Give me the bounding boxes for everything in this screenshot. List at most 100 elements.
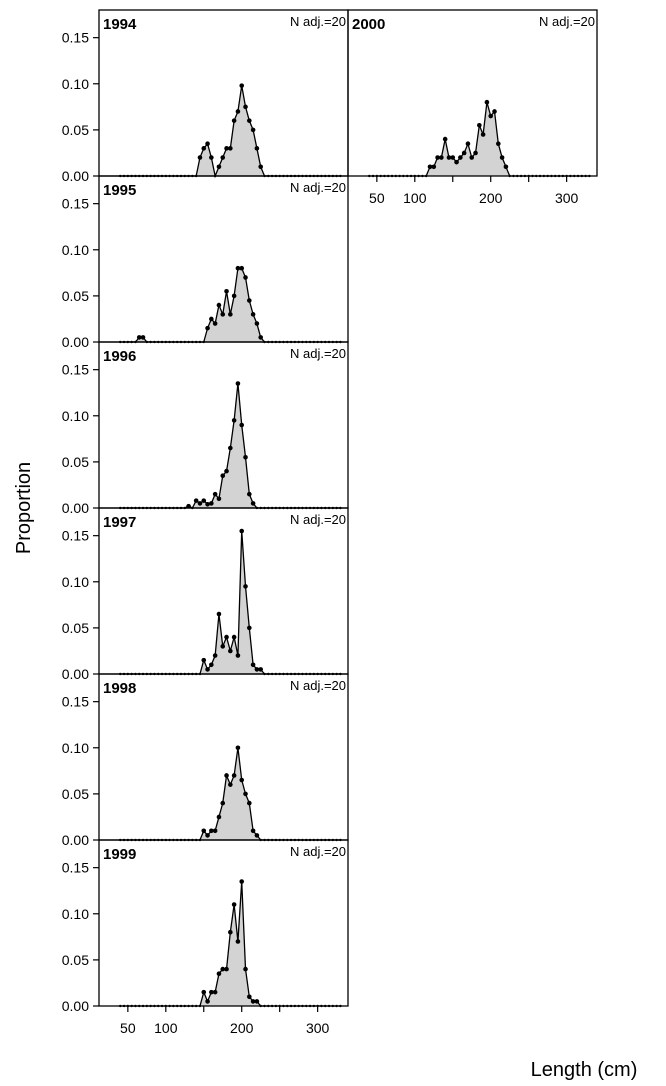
data-point [239, 83, 245, 88]
panel-n-label: N adj.=20 [539, 14, 595, 29]
y-tick-label: 0.10 [62, 740, 89, 756]
data-point [235, 265, 241, 271]
panel-frame [347, 9, 598, 177]
panel-1997: 1997 N adj.=20 0.00 0.05 0.10 0.15 [62, 507, 349, 682]
data-point [496, 141, 501, 147]
data-point [212, 491, 218, 497]
y-tick-label: 0.00 [62, 500, 89, 516]
panel-n-label: N adj.=20 [290, 180, 346, 195]
data-point [201, 657, 207, 663]
data-point [461, 150, 467, 156]
data-point [220, 312, 226, 317]
data-point [235, 109, 241, 114]
y-tick-label: 0.15 [62, 528, 89, 544]
data-point [220, 155, 226, 160]
data-point [224, 468, 229, 474]
y-tick-label: 0.05 [62, 288, 89, 304]
data-point [209, 828, 214, 834]
data-point [499, 155, 505, 160]
data-point [254, 999, 260, 1004]
y-tick-label: 0.00 [62, 998, 89, 1014]
data-point [228, 648, 233, 654]
data-point [247, 491, 252, 497]
data-point [254, 833, 260, 838]
data-point [224, 634, 229, 640]
data-point [197, 501, 203, 506]
x-tick-label: 300 [555, 190, 579, 206]
data-point [201, 146, 207, 151]
area-fill [120, 268, 341, 342]
data-point [197, 155, 203, 160]
y-tick-label: 0.10 [62, 242, 89, 258]
data-point [228, 312, 233, 317]
y-tick-label: 0.10 [62, 76, 89, 92]
data-point [243, 104, 248, 110]
data-point [480, 132, 486, 137]
data-point [212, 989, 218, 995]
y-tick-label: 0.15 [62, 860, 89, 876]
data-point [250, 127, 256, 133]
panels-group: 1994 N adj.=20 0.00 0.05 0.10 0.15 1995 N adj.=… [62, 9, 598, 1036]
x-tick-label: 200 [479, 190, 503, 206]
data-point [243, 791, 248, 797]
panel-year-label: 1994 [103, 16, 137, 33]
data-point [239, 777, 245, 783]
data-point [205, 999, 210, 1004]
panel-frame [98, 9, 349, 177]
data-point [247, 994, 252, 1000]
data-point [186, 503, 191, 509]
y-tick-label: 0.00 [62, 666, 89, 682]
data-point [140, 335, 146, 340]
data-point [442, 136, 448, 142]
data-point [231, 418, 237, 423]
data-point [435, 155, 440, 160]
y-tick-label: 0.05 [62, 952, 89, 968]
data-point [450, 155, 456, 160]
data-point [243, 275, 248, 280]
y-tick-label: 0.15 [62, 694, 89, 710]
y-tick-label: 0.05 [62, 786, 89, 802]
data-point [247, 800, 252, 806]
data-point [250, 501, 256, 506]
data-point [231, 293, 237, 299]
data-point [216, 164, 222, 170]
area-fill [120, 85, 341, 176]
y-tick-label: 0.10 [62, 574, 89, 590]
panel-frame [98, 839, 349, 1007]
panel-n-label: N adj.=20 [290, 346, 346, 361]
x-tick-label: 200 [230, 1020, 254, 1036]
panel-n-label: N adj.=20 [290, 678, 346, 693]
panel-year-label: 1996 [103, 348, 136, 365]
data-point [247, 298, 252, 303]
data-point [231, 118, 237, 123]
panel-n-label: N adj.=20 [290, 512, 346, 527]
x-tick-label: 300 [306, 1020, 330, 1036]
y-tick-label: 0.15 [62, 196, 89, 212]
data-point [209, 316, 214, 322]
data-point [488, 113, 494, 119]
data-point [209, 662, 214, 668]
data-point [224, 966, 229, 972]
data-point [254, 321, 260, 326]
data-point [209, 989, 214, 995]
data-point [258, 335, 263, 340]
x-tick-label: 100 [403, 190, 427, 206]
data-point [250, 312, 256, 317]
x-tick-label: 50 [120, 1020, 136, 1036]
x-axis-title: Length (cm) [531, 1059, 638, 1081]
data-point [465, 141, 471, 147]
data-point [254, 667, 260, 672]
data-point [193, 498, 199, 503]
data-point [239, 265, 245, 271]
data-point [209, 155, 214, 160]
data-point [492, 109, 497, 114]
data-point [243, 966, 248, 972]
data-point [136, 335, 142, 340]
data-point [216, 302, 222, 308]
y-tick-label: 0.05 [62, 454, 89, 470]
data-point [250, 828, 256, 834]
data-point [458, 155, 463, 160]
data-point [205, 141, 210, 147]
data-point [243, 454, 248, 460]
data-point [431, 164, 437, 170]
